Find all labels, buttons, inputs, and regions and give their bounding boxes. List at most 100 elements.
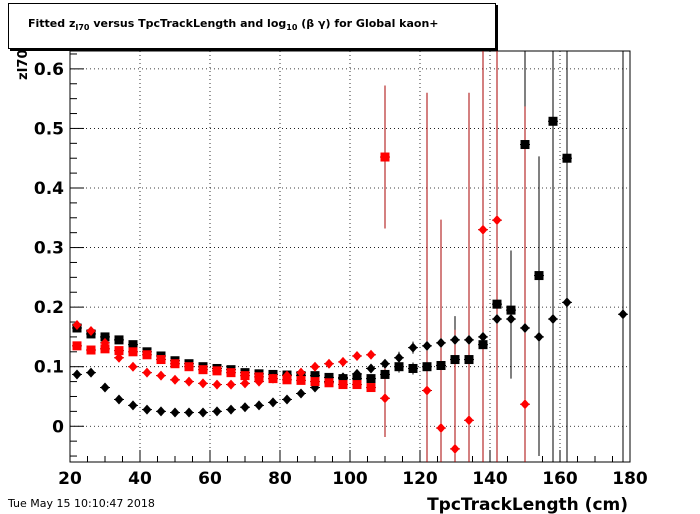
diamond-marker <box>520 399 530 410</box>
title-sub2: 10 <box>286 23 298 33</box>
square-marker <box>352 380 362 390</box>
diamond-marker <box>422 340 432 351</box>
axis-ticks <box>69 53 631 462</box>
diamond-marker <box>86 367 96 378</box>
title-part3: (β γ) for Global kaon+ <box>297 17 439 30</box>
x-tick-label: 60 <box>198 469 222 489</box>
y-tick-label: 0 <box>52 417 64 437</box>
square-marker <box>128 340 138 350</box>
diamond-marker <box>534 331 544 342</box>
diamond-marker <box>254 376 264 387</box>
diamond-marker <box>156 370 166 381</box>
diamond-marker <box>338 372 348 383</box>
diamond-marker <box>226 404 236 415</box>
square-marker <box>380 152 390 162</box>
diamond-marker <box>464 334 474 345</box>
diamond-marker <box>338 356 348 367</box>
square-marker <box>408 363 418 373</box>
square-marker <box>114 346 124 356</box>
y-tick-labels: 0 0.1 0.2 0.3 0.4 0.5 0.6 <box>34 60 64 437</box>
diamond-marker <box>548 314 558 325</box>
diamond-marker <box>296 367 306 378</box>
timestamp: Tue May 15 10:10:47 2018 <box>8 497 155 510</box>
diamond-marker <box>268 397 278 408</box>
x-tick-label: 20 <box>58 469 82 489</box>
x-tick-label: 140 <box>472 469 508 489</box>
square-marker <box>142 350 152 360</box>
square-marker <box>310 371 320 381</box>
diamond-marker <box>562 297 572 308</box>
square-marker <box>366 383 376 393</box>
square-marker <box>562 153 572 163</box>
x-axis-title: TpcTrackLength (cm) <box>427 495 628 514</box>
diamond-marker <box>254 400 264 411</box>
square-marker <box>324 378 334 388</box>
y-tick-label: 0.6 <box>34 60 64 80</box>
diamond-marker <box>394 352 404 363</box>
diamond-marker <box>366 363 376 374</box>
square-marker <box>478 340 488 350</box>
diamond-marker <box>226 379 236 390</box>
title-part2: versus TpcTrackLength and log <box>89 17 287 30</box>
diamond-marker <box>184 376 194 387</box>
title-box: Fitted zI70 versus TpcTrackLength and lo… <box>8 3 496 49</box>
title-part1: Fitted z <box>28 17 76 30</box>
square-marker <box>114 335 124 345</box>
square-marker <box>380 369 390 379</box>
diamond-marker <box>198 378 208 389</box>
diamond-marker <box>240 378 250 389</box>
title-sub1: I70 <box>75 23 90 33</box>
diamond-marker <box>240 402 250 413</box>
square-marker <box>296 375 306 385</box>
square-marker <box>170 359 180 369</box>
y-axis-title-main: zI70 <box>16 50 31 81</box>
diamond-marker <box>352 350 362 361</box>
square-marker <box>184 362 194 372</box>
square-marker <box>72 341 82 351</box>
diamond-marker <box>142 367 152 378</box>
diamond-marker <box>282 394 292 405</box>
diamond-marker <box>450 334 460 345</box>
diamond-marker <box>492 314 502 325</box>
x-tick-label: 120 <box>402 469 438 489</box>
y-axis-title: zI70 <box>16 50 31 81</box>
diamond-marker <box>268 373 278 384</box>
diamond-marker <box>296 388 306 399</box>
square-marker <box>450 355 460 365</box>
diamond-marker <box>380 358 390 369</box>
diamond-marker <box>324 358 334 369</box>
diamond-marker <box>170 407 180 418</box>
data-markers <box>72 116 628 454</box>
diamond-marker <box>128 400 138 411</box>
x-tick-labels: 20 40 60 80 100 120 140 160 180 <box>58 469 648 489</box>
diamond-marker <box>464 415 474 426</box>
chart-title: Fitted zI70 versus TpcTrackLength and lo… <box>28 17 439 32</box>
diamond-marker <box>506 314 516 325</box>
diamond-marker <box>114 394 124 405</box>
diamond-marker <box>450 443 460 454</box>
diamond-marker <box>114 352 124 363</box>
diamond-marker <box>212 406 222 417</box>
square-marker <box>100 332 110 342</box>
diamond-marker <box>212 379 222 390</box>
diamond-marker <box>72 369 82 380</box>
diamond-marker <box>310 361 320 372</box>
diamond-marker <box>422 385 432 396</box>
y-tick-label: 0.1 <box>34 358 64 378</box>
diamond-marker <box>380 393 390 404</box>
x-tick-label: 40 <box>128 469 152 489</box>
square-marker <box>240 371 250 381</box>
diamond-marker <box>436 337 446 348</box>
square-marker <box>534 271 544 281</box>
square-marker <box>128 347 138 357</box>
diamond-marker <box>520 322 530 333</box>
x-tick-label: 100 <box>332 469 368 489</box>
diamond-marker <box>478 331 488 342</box>
error-bars <box>72 51 628 462</box>
diamond-marker <box>618 309 628 320</box>
diamond-marker <box>100 382 110 393</box>
diamond-marker <box>72 320 82 330</box>
square-marker <box>212 366 222 376</box>
square-marker <box>394 362 404 372</box>
square-marker <box>198 365 208 375</box>
